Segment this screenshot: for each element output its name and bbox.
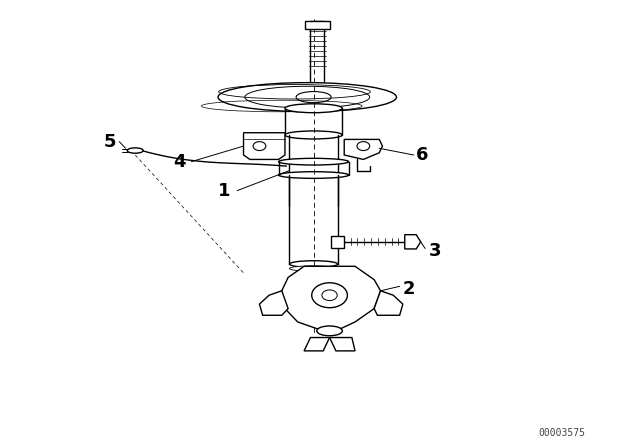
Polygon shape (404, 235, 420, 249)
Polygon shape (304, 337, 330, 351)
Circle shape (312, 283, 348, 308)
Ellipse shape (127, 148, 143, 153)
Circle shape (322, 290, 337, 301)
Ellipse shape (278, 158, 349, 165)
Ellipse shape (289, 266, 338, 271)
Ellipse shape (285, 131, 342, 139)
Text: 3: 3 (428, 242, 441, 260)
Text: 6: 6 (416, 146, 428, 164)
Polygon shape (259, 291, 288, 315)
Ellipse shape (218, 82, 396, 112)
Text: 2: 2 (403, 280, 415, 297)
Polygon shape (332, 236, 344, 248)
Ellipse shape (285, 104, 342, 113)
Ellipse shape (300, 82, 327, 89)
Polygon shape (310, 22, 324, 84)
Ellipse shape (304, 84, 323, 88)
Ellipse shape (289, 261, 338, 267)
Polygon shape (244, 133, 285, 159)
Text: 4: 4 (173, 153, 186, 171)
Circle shape (357, 142, 370, 151)
Circle shape (253, 142, 266, 151)
Ellipse shape (296, 91, 331, 103)
Text: 00003575: 00003575 (539, 428, 586, 438)
Ellipse shape (278, 172, 349, 178)
Polygon shape (282, 266, 381, 331)
Polygon shape (344, 139, 383, 159)
FancyBboxPatch shape (305, 22, 330, 30)
Polygon shape (374, 291, 403, 315)
Polygon shape (330, 337, 355, 351)
Text: 5: 5 (104, 133, 116, 151)
Ellipse shape (317, 326, 342, 336)
Ellipse shape (245, 86, 370, 108)
Text: 1: 1 (218, 181, 230, 200)
